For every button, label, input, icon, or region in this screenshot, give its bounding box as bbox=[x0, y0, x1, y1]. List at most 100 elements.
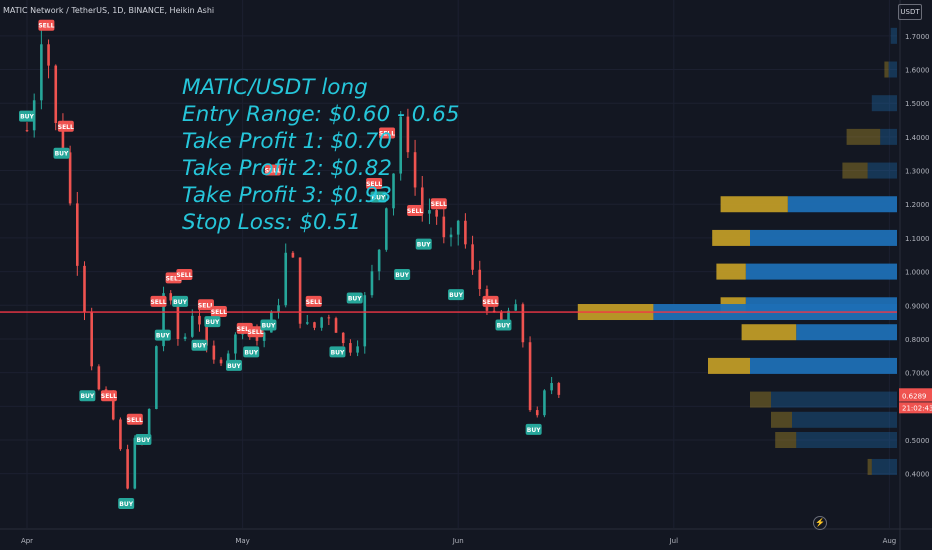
candle-body bbox=[183, 336, 187, 339]
candle-body bbox=[47, 44, 50, 66]
buy-signal-label bbox=[329, 346, 346, 358]
signal-text: SELL bbox=[150, 299, 166, 306]
signal-text: SELL bbox=[176, 272, 192, 279]
candle-body bbox=[478, 269, 482, 290]
volume-profile-bar-down bbox=[720, 196, 788, 213]
candle-body bbox=[521, 304, 525, 343]
buy-signal-label bbox=[79, 390, 96, 402]
volume-profile-bar-down bbox=[741, 324, 797, 341]
candle-body bbox=[76, 203, 79, 266]
buy-signal-label bbox=[53, 147, 70, 159]
signal-text: BUY bbox=[449, 292, 463, 299]
time-axis-label: Jun bbox=[452, 537, 464, 545]
signal-text: SELL bbox=[407, 208, 423, 215]
candle-body bbox=[291, 252, 295, 258]
signal-text: SELL bbox=[306, 299, 322, 306]
price-axis-label: 0.8000 bbox=[905, 336, 930, 344]
sell-signal-label bbox=[305, 295, 322, 307]
candle-body bbox=[169, 293, 173, 301]
volume-profile-bar-up bbox=[871, 95, 897, 112]
sell-signal-label bbox=[150, 295, 167, 307]
buy-signal-label bbox=[243, 346, 260, 358]
volume-profile-bar-down bbox=[884, 61, 889, 78]
volume-profile-bar-down bbox=[750, 391, 771, 408]
volume-profile-bar-down bbox=[775, 432, 797, 448]
price-label-text: 0.6289 bbox=[902, 393, 927, 401]
candle-body bbox=[406, 116, 410, 153]
candle-body bbox=[147, 409, 151, 442]
lightning-circle-icon[interactable]: ⚡ bbox=[813, 516, 827, 530]
price-label-box bbox=[899, 402, 932, 414]
candle-body bbox=[543, 390, 546, 416]
volume-profile-bar-up bbox=[750, 229, 897, 246]
volume-profile-bar-up bbox=[880, 128, 897, 145]
signal-text: SELL bbox=[237, 326, 253, 333]
sell-signal-label bbox=[482, 295, 499, 307]
candle-body bbox=[133, 437, 137, 489]
candle-body bbox=[334, 318, 338, 333]
price-axis-label: 1.4000 bbox=[905, 134, 930, 142]
candle-body bbox=[176, 300, 180, 339]
price-label-box bbox=[899, 390, 932, 402]
sell-signal-label bbox=[38, 19, 55, 31]
candle-body bbox=[535, 410, 539, 416]
candle-body bbox=[557, 383, 561, 395]
candle-body bbox=[126, 449, 129, 489]
sell-signal-label bbox=[197, 299, 214, 311]
signal-text: SELL bbox=[247, 329, 263, 336]
currency-button[interactable]: USDT bbox=[898, 4, 922, 20]
annotation-line-pair: MATIC/USDT long bbox=[182, 75, 368, 100]
signal-text: BUY bbox=[20, 114, 34, 121]
signal-text: BUY bbox=[137, 437, 151, 444]
signal-text: SELL bbox=[198, 302, 214, 309]
candle-body bbox=[25, 130, 29, 132]
price-axis-label: 1.5000 bbox=[905, 100, 930, 108]
buy-signal-label bbox=[118, 497, 135, 509]
price-axis-label: 1.7000 bbox=[905, 33, 930, 41]
candle-body bbox=[500, 311, 503, 325]
candle-body bbox=[464, 220, 467, 245]
candle-body bbox=[305, 322, 309, 324]
signal-text: SELL bbox=[366, 181, 382, 188]
candle-body bbox=[234, 334, 237, 354]
price-axis-label: 1.6000 bbox=[905, 67, 930, 75]
buy-signal-label bbox=[172, 295, 189, 307]
candle-body bbox=[456, 220, 460, 235]
candle-body bbox=[119, 419, 122, 450]
price-label-text: 21:02:43 bbox=[902, 404, 932, 412]
signal-text: BUY bbox=[262, 322, 276, 329]
candle-body bbox=[54, 65, 58, 123]
candle-body bbox=[442, 216, 446, 238]
volume-profile-bar-up bbox=[796, 432, 897, 448]
candle-body bbox=[385, 208, 388, 250]
candle-body bbox=[507, 310, 510, 325]
signal-text: BUY bbox=[173, 299, 187, 306]
buy-signal-label bbox=[260, 319, 277, 331]
signal-text: BUY bbox=[395, 272, 409, 279]
annotation-line-tp1: Take Profit 1: $0.70 bbox=[182, 129, 392, 154]
signal-text: SELL bbox=[379, 131, 395, 138]
candle-body bbox=[471, 244, 474, 270]
buy-signal-label bbox=[525, 423, 542, 435]
candle-body bbox=[413, 152, 417, 188]
buy-signal-label bbox=[135, 434, 152, 445]
sell-signal-label bbox=[57, 120, 74, 132]
annotation-line-entry: Entry Range: $0.60 - 0.65 bbox=[182, 102, 460, 127]
volume-profile-bar-down bbox=[867, 458, 872, 475]
time-axis-label: Apr bbox=[21, 537, 33, 545]
candle-body bbox=[550, 383, 553, 391]
candle-body bbox=[341, 332, 345, 344]
volume-profile-bar-up bbox=[771, 391, 897, 408]
signal-text: BUY bbox=[372, 195, 386, 202]
candle-body bbox=[162, 293, 165, 347]
buy-signal-label bbox=[415, 238, 432, 250]
price-axis-label: 0.4000 bbox=[905, 471, 930, 479]
time-axis-label: Aug bbox=[883, 537, 897, 545]
sell-signal-label bbox=[264, 164, 281, 176]
candle-body bbox=[190, 315, 194, 337]
volume-profile-bar-down bbox=[716, 263, 746, 280]
candle-body bbox=[226, 353, 230, 364]
sell-signal-label bbox=[407, 204, 424, 216]
signal-text: SELL bbox=[127, 417, 143, 424]
